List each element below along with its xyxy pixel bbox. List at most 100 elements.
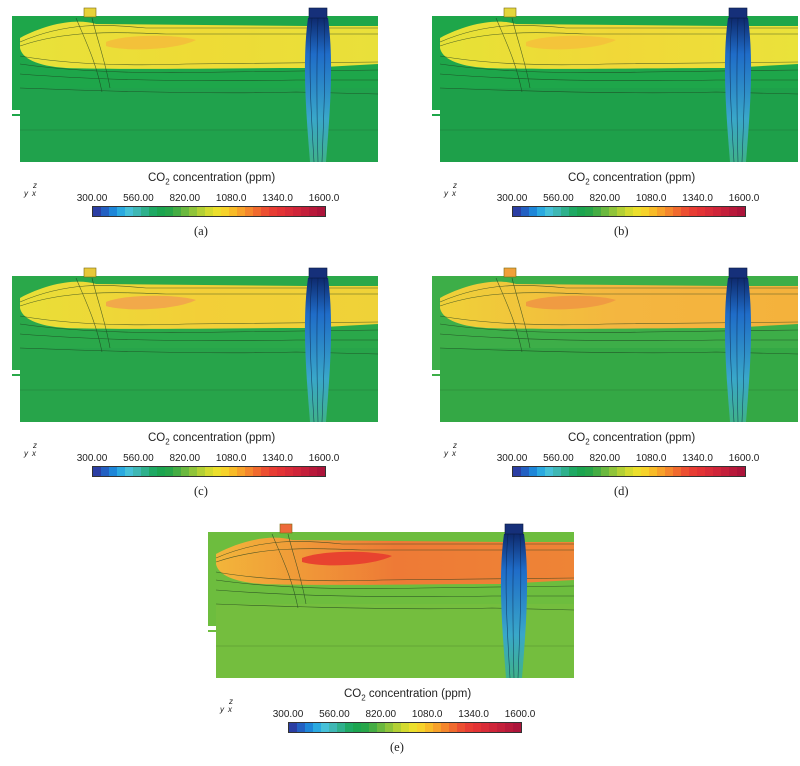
colorbar-swatch [593,207,601,216]
colorbar-swatch [537,207,545,216]
supply-inlet [503,7,517,18]
colorbar-swatch [253,467,261,476]
exhaust-column [500,534,528,678]
colorbar [92,466,326,477]
axis-x-label: x [32,449,36,458]
colorbar-tick-label: 820.00 [589,193,621,204]
colorbar-swatch [705,207,713,216]
colorbar-swatch [317,467,325,476]
colorbar-title-prefix: CO [148,432,166,444]
colorbar-swatch [261,207,269,216]
colorbar-tick-label: 1340.0 [682,193,713,204]
colorbar-swatch [285,207,293,216]
colorbar-swatch [553,467,561,476]
colorbar-title-sub: 2 [361,693,366,703]
colorbar-ticks: 300.00 560.00 820.00 1080.0 1340.0 1600.0 [497,453,760,465]
exhaust-outlet [308,7,328,19]
colorbar-swatch [101,467,109,476]
colorbar-swatch [205,207,213,216]
colorbar-swatch [713,207,721,216]
colorbar-swatch [497,723,505,732]
colorbar-ticks: 300.00 560.00 820.00 1080.0 1340.0 1600.0 [273,709,536,721]
colorbar-swatch [101,207,109,216]
colorbar-swatch [409,723,417,732]
colorbar-tick-label: 300.00 [76,453,108,464]
colorbar-swatch [681,207,689,216]
colorbar-swatch [141,467,149,476]
colorbar-swatch [313,723,321,732]
axis-y-label: y [24,449,28,458]
colorbar-swatch [253,207,261,216]
colorbar-swatch [625,467,633,476]
colorbar-swatch [229,207,237,216]
colorbar-swatch [553,207,561,216]
colorbar-swatch [457,723,465,732]
colorbar-title-suffix: concentration (ppm) [589,432,696,444]
axis-y-label: y [220,705,224,714]
axes-triad: z y x [444,182,457,198]
colorbar-swatch [505,723,513,732]
colorbar-swatch [633,467,641,476]
colorbar-swatch [441,723,449,732]
axis-z-label: z [453,181,457,190]
colorbar-swatch [301,467,309,476]
colorbar-tick-label: 820.00 [589,453,621,464]
colorbar-tick-label: 1600.0 [504,709,536,720]
colorbar-swatch [221,207,229,216]
colorbar-swatch [133,467,141,476]
co2-plume [20,281,378,329]
colorbar-tick-label: 1600.0 [308,193,340,204]
colorbar-swatch [133,207,141,216]
colorbar-swatch [261,467,269,476]
colorbar-swatch [681,467,689,476]
colorbar-ticks: 300.00 560.00 820.00 1080.0 1340.0 1600.0 [77,193,340,205]
colorbar-swatch [529,207,537,216]
colorbar-tick-label: 1600.0 [308,453,340,464]
colorbar-tick-label: 1600.0 [728,193,760,204]
colorbar-tick-label: 820.00 [169,453,201,464]
axis-z-label: z [33,181,37,190]
colorbar-swatch [537,467,545,476]
colorbar-swatch [189,467,197,476]
colorbar-swatch [361,723,369,732]
co2-contour-plot [208,523,575,678]
colorbar-swatch [729,467,737,476]
colorbar-swatch [329,723,337,732]
colorbar-swatch [489,723,497,732]
contour-panel-1: z y x CO2 concentration (ppm) 300.00 560.… [6,2,406,250]
colorbar-swatch [425,723,433,732]
co2-plume [440,281,798,329]
colorbar-tick-label: 300.00 [76,193,108,204]
colorbar-swatch [197,467,205,476]
colorbar-swatch [465,723,473,732]
colorbar-swatch [609,467,617,476]
colorbar-title-prefix: CO [568,172,586,184]
colorbar [92,206,326,217]
colorbar-swatch [93,207,101,216]
axes-triad: z y x [24,442,37,458]
colorbar-swatch [529,467,537,476]
colorbar-swatch [173,207,181,216]
colorbar-swatch [721,467,729,476]
colorbar-swatch [337,723,345,732]
colorbar-tick-label: 300.00 [496,453,528,464]
colorbar-swatch [617,207,625,216]
colorbar-swatch [545,207,553,216]
colorbar-swatch [289,723,297,732]
room-left-wall [432,16,440,116]
colorbar-swatch [577,467,585,476]
colorbar-tick-label: 820.00 [365,709,397,720]
contour-lines [439,277,799,391]
contour-lines [439,17,799,131]
axis-x-label: x [452,189,456,198]
colorbar-swatch [213,207,221,216]
room-left-wall [12,276,20,376]
colorbar-swatch [665,467,673,476]
colorbar-swatch [585,467,593,476]
supply-inlet [83,7,97,18]
axis-x-label: x [452,449,456,458]
plume-core [106,35,196,50]
co2-contour-plot [12,7,379,162]
colorbar-swatch [697,207,705,216]
colorbar-swatch [649,207,657,216]
